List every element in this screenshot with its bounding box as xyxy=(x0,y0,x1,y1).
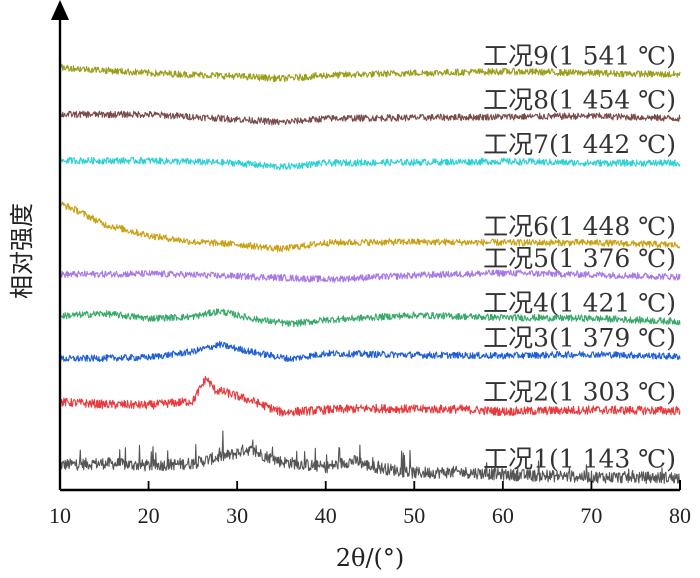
x-ticks: 10 20 30 40 50 60 70 80 xyxy=(49,481,691,528)
x-tick-label-70: 70 xyxy=(580,503,602,528)
series-line-5 xyxy=(59,269,681,283)
x-axis-title: 2θ/(°) xyxy=(336,544,405,572)
x-tick-label-80: 80 xyxy=(669,503,691,528)
series-labels: 工况1(1 143 ℃) 工况2(1 303 ℃) 工况3(1 379 ℃) 工况4(… xyxy=(483,42,676,474)
y-axis-title: 相对强度 xyxy=(8,203,36,299)
series-label-2: 工况2(1 303 ℃) xyxy=(483,378,676,407)
x-tick-label-60: 60 xyxy=(492,503,514,528)
series-line-6 xyxy=(59,201,681,253)
x-tick-label-20: 20 xyxy=(138,503,160,528)
series-label-4: 工况4(1 421 ℃) xyxy=(483,289,676,318)
y-axis-arrow xyxy=(51,0,69,20)
series-label-8: 工况8(1 454 ℃) xyxy=(483,85,676,114)
series-line-4 xyxy=(59,308,681,328)
x-tick-label-10: 10 xyxy=(49,503,71,528)
x-tick-label-50: 50 xyxy=(403,503,425,528)
series-line-3 xyxy=(60,340,681,363)
x-tick-label-40: 40 xyxy=(315,503,337,528)
series-label-9: 工况9(1 541 ℃) xyxy=(483,42,676,71)
series-label-5: 工况5(1 376 ℃) xyxy=(483,244,676,273)
series-line-7 xyxy=(59,156,681,171)
series-line-8 xyxy=(59,110,681,126)
series-line-9 xyxy=(59,63,681,83)
series-label-1: 工况1(1 143 ℃) xyxy=(483,445,676,474)
series-line-2 xyxy=(59,376,681,417)
series-curves xyxy=(59,63,681,485)
series-label-7: 工况7(1 442 ℃) xyxy=(483,130,676,159)
x-tick-label-30: 30 xyxy=(226,503,248,528)
series-label-6: 工况6(1 448 ℃) xyxy=(483,212,676,241)
series-label-3: 工况3(1 379 ℃) xyxy=(483,324,676,353)
series-line-1 xyxy=(59,430,681,485)
